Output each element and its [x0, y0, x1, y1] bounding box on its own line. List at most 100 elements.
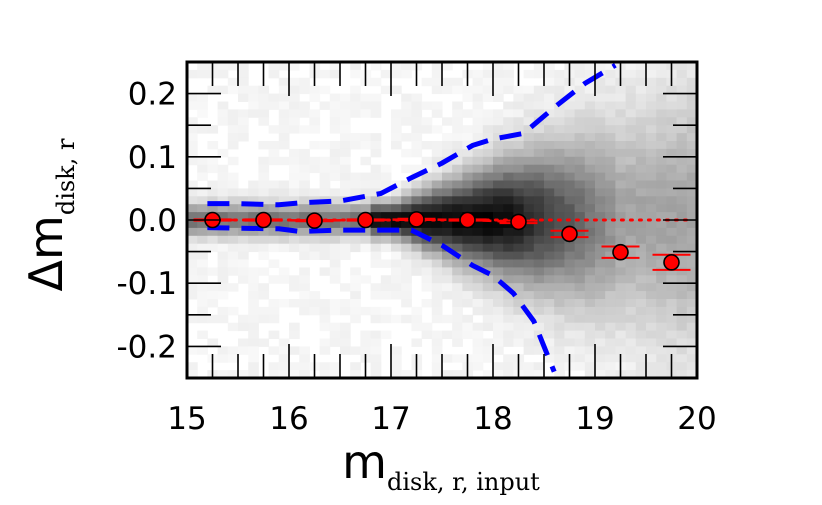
- density-cell: [319, 306, 331, 316]
- density-cell: [187, 133, 198, 142]
- density-cell: [289, 299, 300, 308]
- density-cell: [584, 117, 596, 126]
- density-cell: [544, 306, 555, 316]
- density-cell: [197, 172, 208, 181]
- density-cell: [187, 212, 198, 221]
- density-cell: [360, 133, 372, 142]
- density-cell: [493, 69, 504, 79]
- density-cell: [217, 346, 229, 355]
- density-cell: [513, 235, 525, 245]
- density-cell: [299, 101, 310, 110]
- density-cell: [421, 188, 433, 197]
- density-cell: [431, 62, 443, 71]
- density-cell: [533, 141, 545, 150]
- density-cell: [584, 338, 596, 347]
- density-cell: [625, 338, 637, 347]
- density-cell: [238, 93, 249, 102]
- density-cell: [523, 180, 535, 189]
- density-cell: [370, 370, 382, 379]
- density-cell: [289, 180, 300, 189]
- density-cell: [431, 330, 443, 339]
- density-cell: [625, 77, 637, 87]
- density-cell: [676, 204, 688, 213]
- density-cell: [187, 243, 198, 253]
- density-cell: [350, 172, 361, 181]
- density-cell: [431, 346, 443, 355]
- density-cell: [625, 101, 637, 110]
- density-cell: [503, 212, 514, 221]
- density-cell: [197, 101, 208, 110]
- density-cell: [676, 141, 688, 150]
- density-cell: [217, 283, 229, 292]
- density-cell: [595, 109, 606, 118]
- density-cell: [319, 85, 331, 95]
- density-cell: [227, 77, 239, 87]
- density-cell: [258, 93, 270, 102]
- density-cell: [431, 77, 443, 87]
- density-cell: [574, 133, 586, 142]
- density-cell: [605, 259, 616, 268]
- density-cell: [452, 314, 463, 324]
- density-cell: [329, 212, 341, 221]
- density-cell: [380, 243, 392, 253]
- density-cell: [462, 243, 474, 253]
- density-cell: [299, 306, 310, 316]
- density-cell: [268, 259, 280, 268]
- density-cell: [452, 212, 463, 221]
- density-cell: [207, 180, 219, 189]
- y-tick-label: 0.0: [128, 203, 177, 239]
- density-cell: [625, 69, 637, 79]
- density-cell: [503, 109, 514, 118]
- density-cell: [462, 156, 474, 166]
- density-cell: [350, 291, 361, 300]
- density-cell: [329, 322, 341, 332]
- density-cell: [686, 362, 698, 371]
- density-cell: [319, 69, 331, 79]
- density-cell: [656, 306, 667, 316]
- density-cell: [656, 362, 667, 371]
- density-cell: [635, 180, 647, 189]
- density-cell: [207, 267, 219, 276]
- density-cell: [513, 148, 525, 158]
- density-cell: [676, 93, 688, 102]
- density-cell: [299, 267, 310, 276]
- density-cell: [340, 125, 351, 134]
- density-cell: [686, 77, 698, 87]
- density-cell: [268, 180, 280, 189]
- density-cell: [554, 77, 565, 87]
- density-cell: [411, 314, 423, 324]
- density-cell: [676, 346, 688, 355]
- density-cell: [299, 220, 310, 229]
- density-cell: [595, 172, 606, 181]
- density-cell: [472, 362, 484, 371]
- density-cell: [625, 204, 637, 213]
- density-cell: [472, 148, 484, 158]
- density-cell: [605, 212, 616, 221]
- density-cell: [350, 314, 361, 324]
- density-cell: [635, 299, 647, 308]
- density-cell: [503, 330, 514, 339]
- density-cell: [238, 117, 249, 126]
- density-cell: [625, 180, 637, 189]
- density-cell: [227, 125, 239, 134]
- density-cell: [472, 267, 484, 276]
- lower-dashed-envelope: [207, 225, 557, 373]
- density-cell: [554, 93, 565, 102]
- density-cell: [646, 101, 657, 110]
- density-cell: [595, 156, 606, 166]
- density-cell: [452, 141, 463, 150]
- density-cell: [574, 101, 586, 110]
- density-cell: [207, 227, 219, 237]
- density-cell: [350, 180, 361, 189]
- density-cell: [370, 180, 382, 189]
- density-cell: [533, 259, 545, 268]
- density-cell: [584, 243, 596, 253]
- density-cell: [187, 93, 198, 102]
- density-cell: [523, 251, 535, 260]
- density-cell: [217, 243, 229, 253]
- density-cell: [289, 164, 300, 174]
- density-cell: [533, 314, 545, 324]
- density-cell: [462, 133, 474, 142]
- density-cell: [482, 322, 494, 332]
- density-cell: [595, 196, 606, 205]
